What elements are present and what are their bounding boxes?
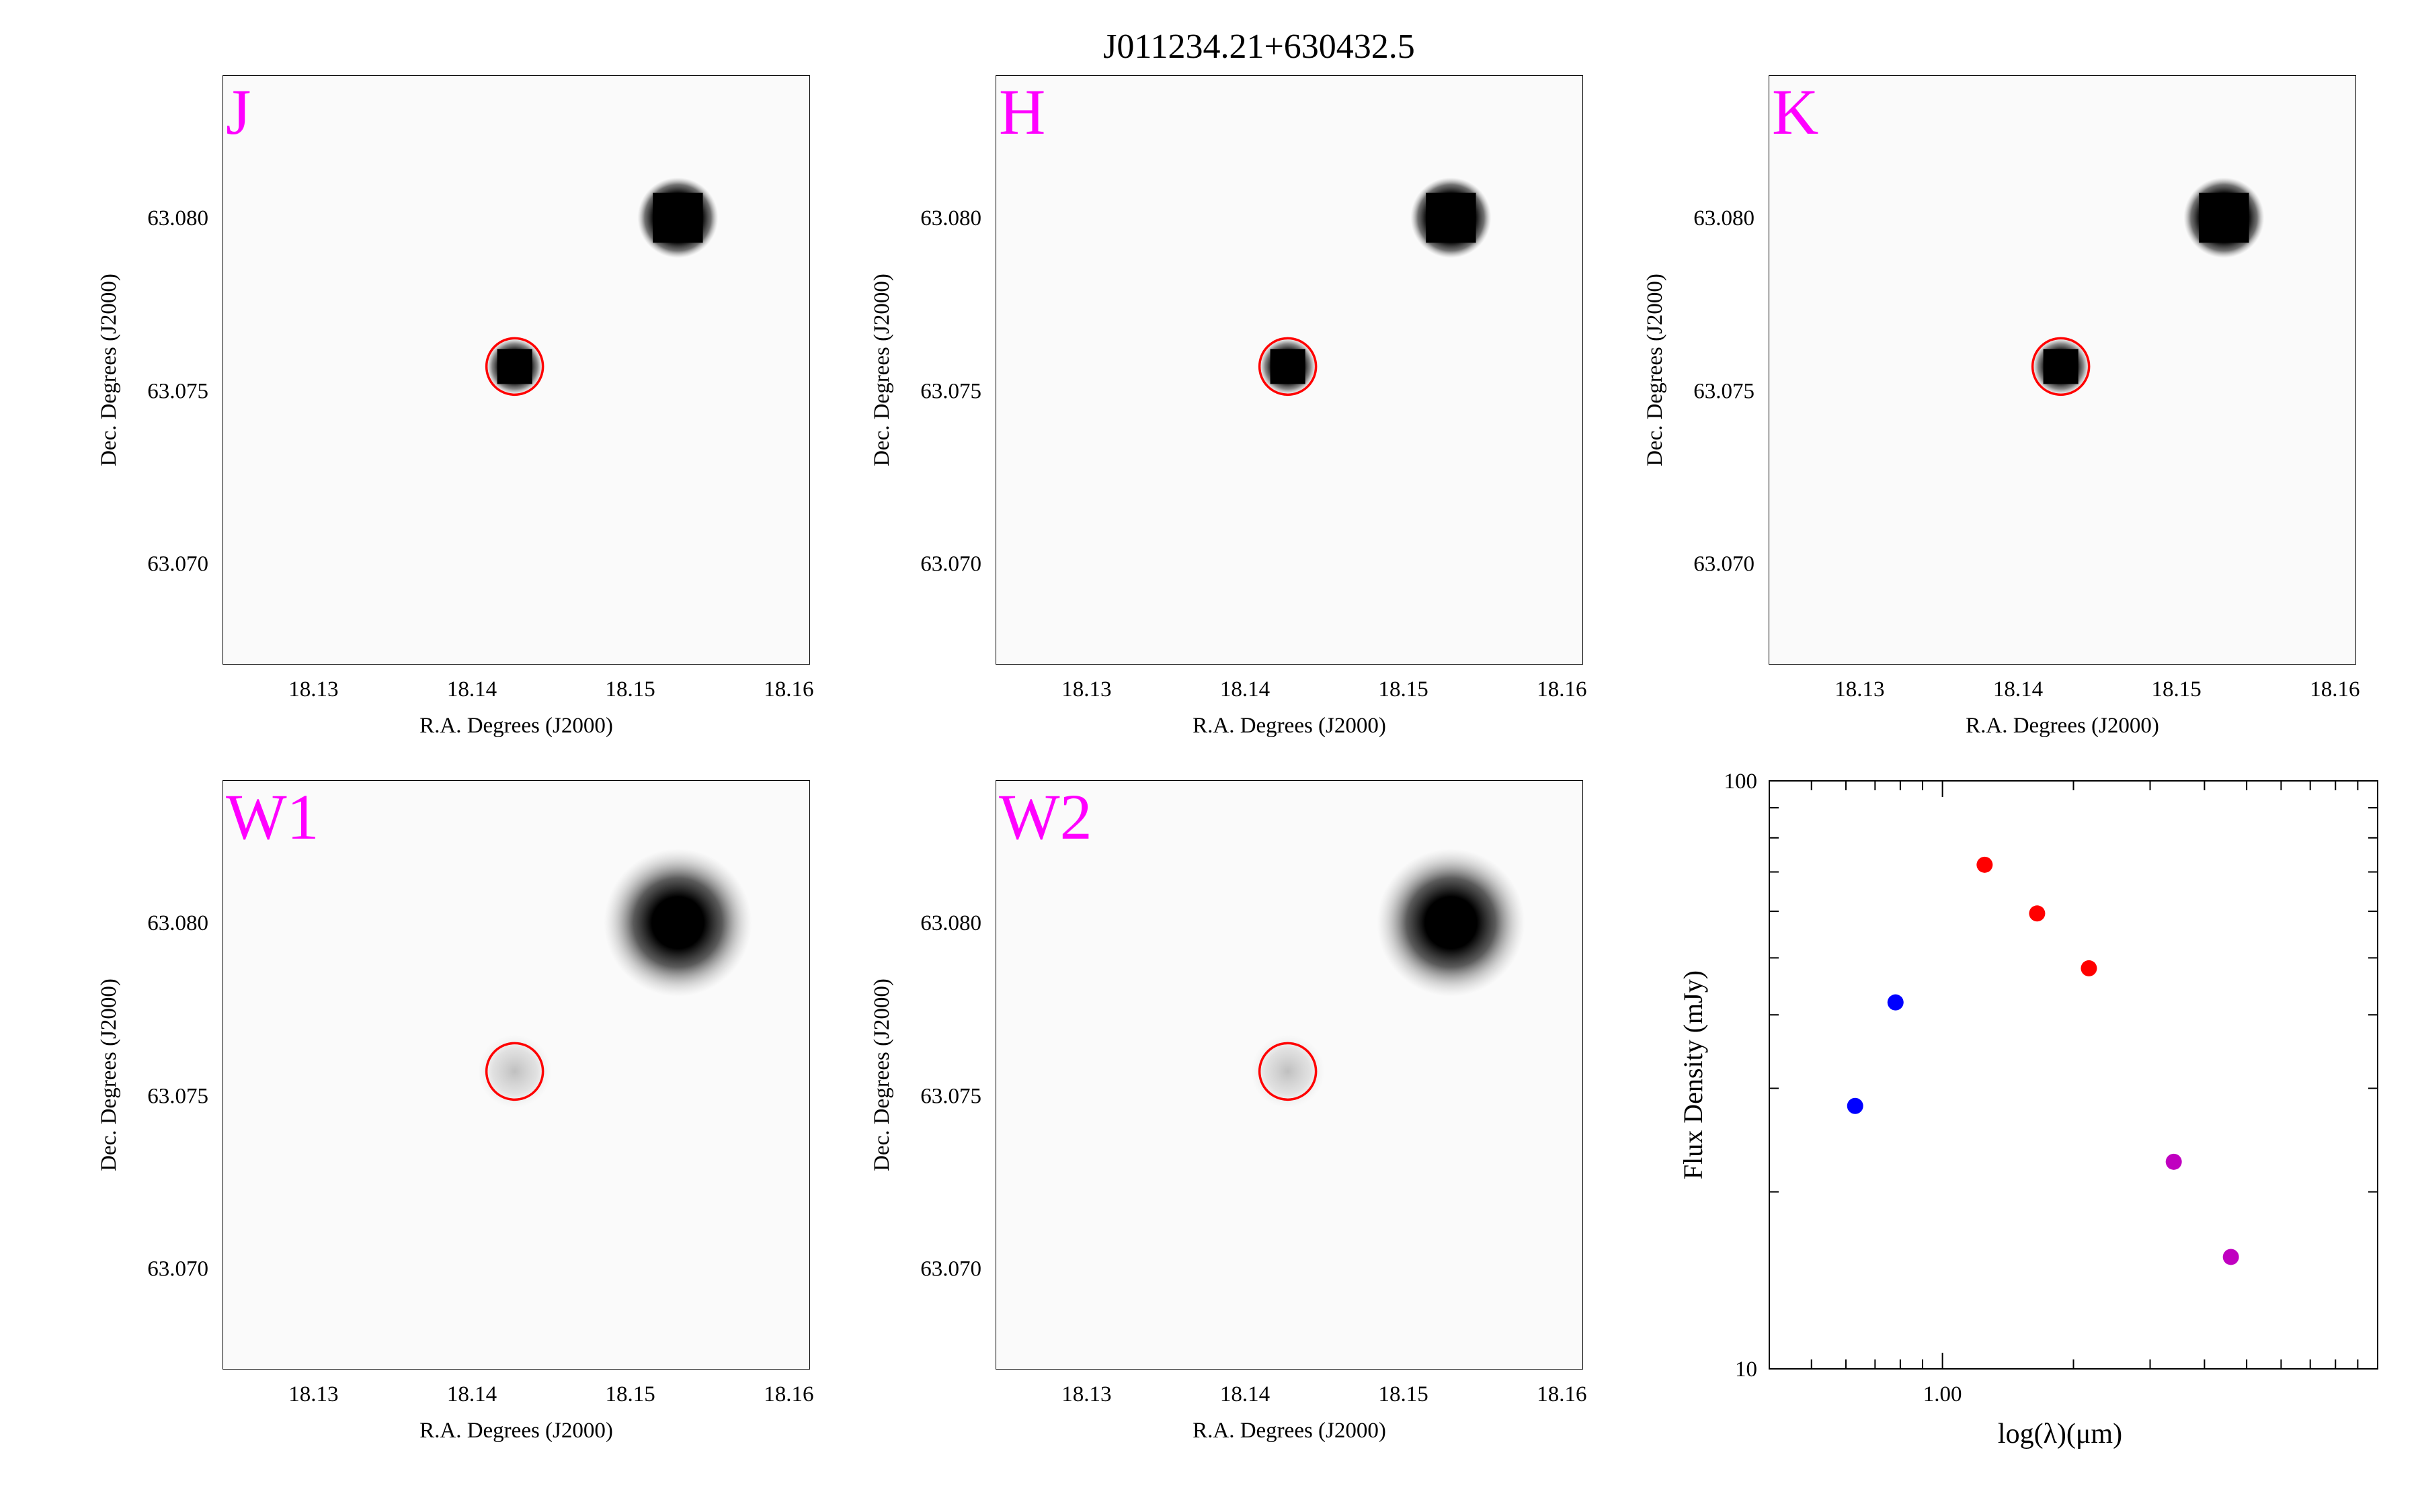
band-label: W2: [999, 781, 1092, 853]
band-label: W1: [226, 781, 319, 853]
panel-w2: 18.13 18.14 18.15 18.16 63.070 63.075 63.080 R.…: [870, 780, 1586, 1443]
data-point-s0-p1: [1887, 994, 1904, 1011]
y-tick-label: 63.075: [147, 379, 208, 403]
x-tick-label: 18.14: [447, 677, 497, 702]
x-axis-label: R.A. Degrees (J2000): [1193, 1419, 1386, 1443]
x-tick-label: 18.13: [288, 677, 338, 702]
x-tick-label: 18.16: [2310, 677, 2360, 702]
x-axis-label: R.A. Degrees (J2000): [1966, 714, 2159, 738]
y-axis-label: Dec. Degrees (J2000): [870, 978, 894, 1171]
panel-w1: 18.13 18.14 18.15 18.16 63.070 63.075 63.080 R.…: [97, 780, 813, 1443]
source-core-0: [2043, 349, 2079, 384]
x-tick-label: 18.15: [1379, 1382, 1428, 1406]
image-sources: [477, 849, 752, 1109]
image-sources: [486, 177, 719, 395]
x-tick-label: 18.16: [764, 677, 813, 702]
x-tick-label: 18.15: [606, 1382, 655, 1406]
x-axis-label: R.A. Degrees (J2000): [419, 1419, 613, 1443]
plot-frame: [1769, 780, 2378, 1370]
y-tick-label: 63.080: [147, 911, 208, 935]
x-tick-label: 18.14: [1993, 677, 2043, 702]
source-core-0: [1270, 349, 1305, 384]
target-marker: [2031, 337, 2091, 396]
y-tick-label: 63.070: [920, 1257, 981, 1282]
axes: 18.13 18.14 18.15 18.16 63.070 63.075 63.080 R.…: [870, 75, 1586, 738]
panel-h: 18.13 18.14 18.15 18.16 63.070 63.075 63.080 R.…: [870, 75, 1586, 738]
panel-sed: 1.00 10 100 log(λ)(μm) Flux Density (mJy): [1678, 769, 2378, 1450]
image-sources: [2032, 177, 2265, 395]
source-1: [1377, 849, 1525, 997]
x-axis-label: R.A. Degrees (J2000): [419, 714, 613, 738]
source-core-1: [1426, 192, 1476, 243]
x-tick-label: 18.16: [1537, 1382, 1586, 1406]
x-axis-label: log(λ)(μm): [1998, 1419, 2122, 1450]
source-0: [1250, 1034, 1325, 1109]
data-point-s1-p2: [2081, 960, 2097, 976]
panel-j: 18.13 18.14 18.15 18.16 63.070 63.075 63.080 R.…: [97, 75, 813, 738]
y-tick-label: 63.070: [147, 552, 208, 577]
source-core-0: [497, 349, 532, 384]
band-label: J: [226, 76, 251, 148]
x-tick-label: 18.15: [1379, 677, 1428, 702]
x-axis-label: R.A. Degrees (J2000): [1193, 714, 1386, 738]
y-tick-label: 100: [1724, 769, 1758, 794]
figure-title: J011234.21+630432.5: [1103, 28, 1415, 66]
data-point-s0-p0: [1847, 1097, 1863, 1114]
band-label: H: [999, 76, 1045, 148]
y-tick-label: 63.080: [1693, 206, 1755, 230]
x-tick-label: 18.13: [1834, 677, 1884, 702]
x-tick-label: 18.13: [1061, 677, 1111, 702]
axes: 1.00 10 100 log(λ)(μm) Flux Density (mJy): [1678, 769, 2378, 1450]
x-tick-label: 18.14: [1220, 1382, 1270, 1406]
y-tick-label: 63.070: [1693, 552, 1755, 577]
x-tick-label: 18.15: [2152, 677, 2202, 702]
band-label: K: [1772, 76, 1818, 148]
image-sources: [1259, 177, 1492, 395]
target-marker: [485, 1042, 544, 1101]
x-tick-label: 18.16: [764, 1382, 813, 1406]
y-tick-label: 63.075: [1693, 379, 1755, 403]
y-tick-label: 63.070: [920, 552, 981, 577]
y-tick-label: 10: [1735, 1357, 1757, 1382]
y-tick-label: 63.070: [147, 1257, 208, 1282]
source-core-1: [2199, 192, 2249, 243]
x-tick-label: 18.13: [1061, 1382, 1111, 1406]
data-point-s1-p1: [2029, 905, 2046, 922]
y-axis-label: Flux Density (mJy): [1678, 970, 1708, 1179]
y-tick-label: 63.075: [147, 1084, 208, 1108]
y-axis-label: Dec. Degrees (J2000): [870, 274, 894, 466]
x-tick-label: 18.14: [447, 1382, 497, 1406]
target-marker: [485, 337, 544, 396]
y-tick-label: 63.080: [920, 911, 981, 935]
source-0: [477, 1034, 552, 1109]
x-tick-label: 1.00: [1923, 1382, 1962, 1406]
x-tick-label: 18.13: [288, 1382, 338, 1406]
target-marker: [1258, 337, 1318, 396]
x-tick-label: 18.16: [1537, 677, 1586, 702]
axes: 18.13 18.14 18.15 18.16 63.070 63.075 63.080 R.…: [97, 75, 813, 738]
y-tick-label: 63.080: [147, 206, 208, 230]
data-point-s2-p1: [2222, 1249, 2239, 1265]
image-sources: [1250, 849, 1525, 1109]
panel-k: 18.13 18.14 18.15 18.16 63.070 63.075 63.080 R.…: [1643, 75, 2360, 738]
y-tick-label: 63.080: [920, 206, 981, 230]
target-marker: [1258, 1042, 1318, 1101]
axes: 18.13 18.14 18.15 18.16 63.070 63.075 63.080 R.…: [1643, 75, 2360, 738]
x-tick-label: 18.14: [1220, 677, 1270, 702]
data-point-s2-p0: [2165, 1153, 2182, 1170]
y-tick-label: 63.075: [920, 379, 981, 403]
y-axis-label: Dec. Degrees (J2000): [97, 274, 121, 466]
y-tick-label: 63.075: [920, 1084, 981, 1108]
x-tick-label: 18.15: [606, 677, 655, 702]
y-axis-label: Dec. Degrees (J2000): [97, 978, 121, 1171]
source-1: [604, 849, 752, 997]
source-core-1: [653, 192, 703, 243]
y-axis-label: Dec. Degrees (J2000): [1643, 274, 1667, 466]
data-point-s1-p0: [1976, 856, 1993, 873]
